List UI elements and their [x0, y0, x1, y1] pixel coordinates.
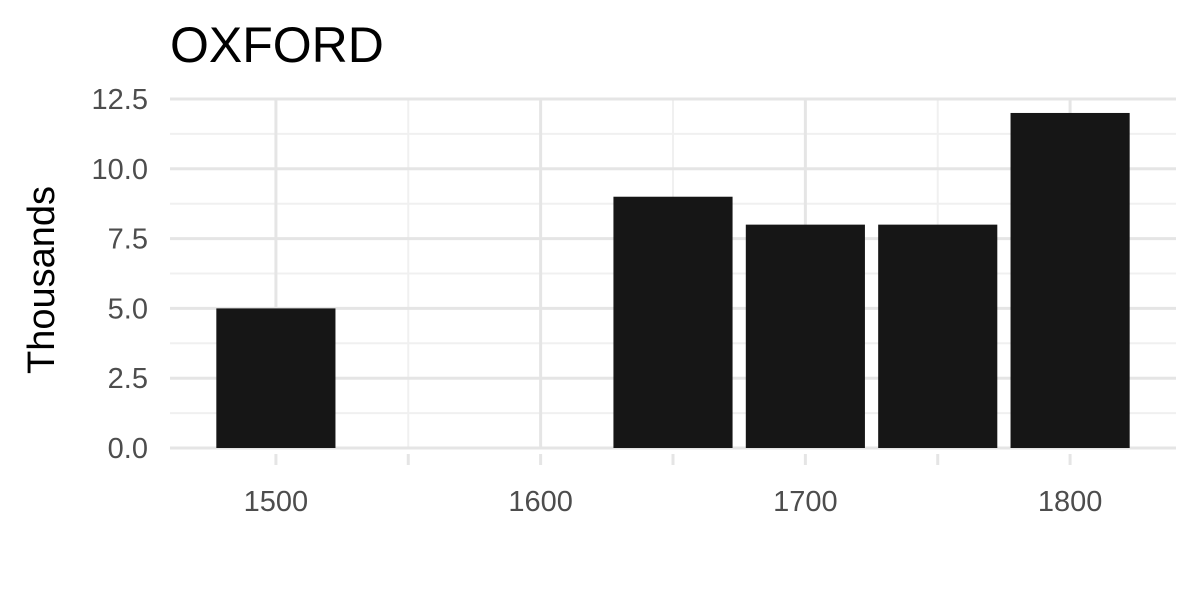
y-axis-tick-labels: 0.0 2.5 5.0 7.5 10.0 12.5	[92, 84, 148, 465]
bar-1750	[878, 224, 998, 448]
bar-1800	[1010, 112, 1130, 449]
y-tick-label: 0.0	[108, 433, 148, 465]
y-tick-label: 2.5	[108, 363, 148, 395]
x-tick-label: 1800	[1038, 486, 1103, 518]
x-tick-label: 1600	[508, 486, 573, 518]
y-tick-label: 7.5	[108, 224, 148, 256]
y-tick-label: 12.5	[92, 84, 148, 116]
bar-1700	[745, 224, 865, 448]
chart-title: OXFORD	[170, 17, 384, 73]
x-tick-label: 1700	[773, 486, 838, 518]
bar-1650	[613, 196, 733, 448]
y-axis-label: Thousands	[21, 186, 63, 374]
y-tick-label: 10.0	[92, 154, 148, 186]
x-axis-tick-labels: 1500 1600 1700 1800	[244, 486, 1103, 518]
bar-1500	[216, 308, 336, 448]
x-tick-label: 1500	[244, 486, 309, 518]
bars	[216, 112, 1130, 449]
y-tick-label: 5.0	[108, 293, 148, 325]
